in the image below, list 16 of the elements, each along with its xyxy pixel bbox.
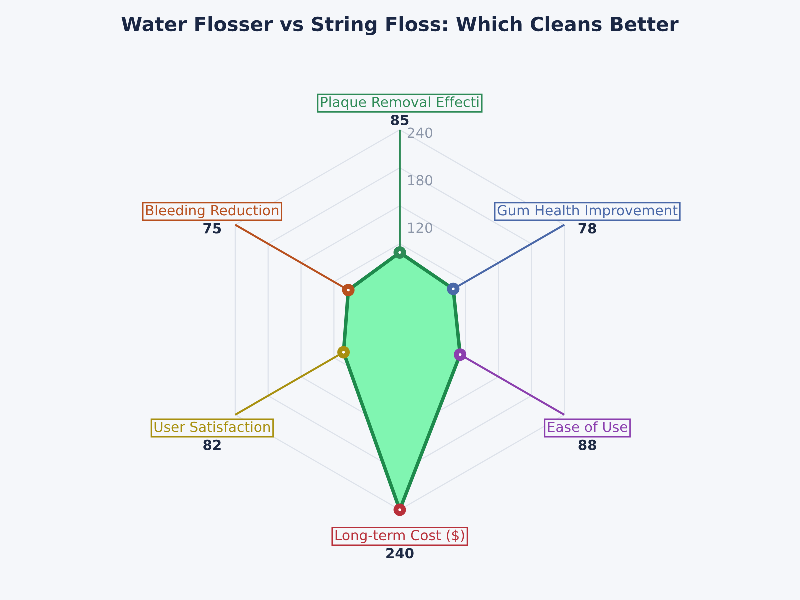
text: 240 [386,548,414,559]
spoke-label: Gum Health Improvement [498,204,678,218]
text: 88 [578,440,596,450]
spoke-label: Long-term Cost ($) [336,530,464,544]
text: 85 [391,114,409,126]
text: 78 [578,223,596,234]
spoke-label: User Satisfaction [154,422,270,432]
y-tick-label: 180 [408,175,433,186]
spoke-label: Plaque Removal Effecti [321,96,479,110]
y-tick-label: 240 [408,128,433,138]
y-tick-label: 120 [408,222,433,234]
chart-title: Water Flosser vs String Floss: Which Cleans Better [122,16,679,36]
spoke-label: Bleeding Reduction [146,204,279,218]
text: 75 [204,223,222,234]
text: 82 [204,440,221,450]
spoke-label: Ease of Use [548,422,628,432]
